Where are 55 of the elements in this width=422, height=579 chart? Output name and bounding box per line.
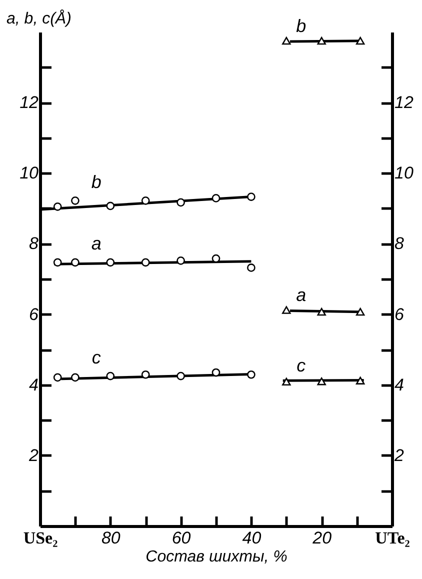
point xyxy=(176,372,185,380)
point xyxy=(176,198,185,207)
x-tick-label: 80 xyxy=(101,528,121,548)
point xyxy=(71,373,80,382)
y-tick-label: 4 xyxy=(29,375,38,394)
point xyxy=(53,202,62,211)
series-label: c xyxy=(92,348,101,368)
y2-tick-label: 4 xyxy=(394,375,404,394)
point xyxy=(71,258,80,267)
point xyxy=(212,368,220,377)
x-tick-label: 40 xyxy=(242,528,262,548)
y-tick-label: 2 xyxy=(28,446,40,465)
point xyxy=(141,196,150,205)
point xyxy=(106,202,115,210)
point xyxy=(356,376,365,384)
point xyxy=(282,378,291,386)
series-label: b xyxy=(91,172,102,192)
y-tick-label: 8 xyxy=(29,234,40,254)
point xyxy=(317,36,326,45)
y-axis-title: a, b, c(Å) xyxy=(6,10,72,28)
y-tick-label: 6 xyxy=(29,304,40,324)
point xyxy=(356,36,365,45)
y-tick-label: 12 xyxy=(20,93,40,112)
point xyxy=(71,196,80,205)
point xyxy=(317,308,326,316)
x-tick-label: UTe₂ xyxy=(375,528,410,548)
series-label: a xyxy=(91,234,102,254)
point xyxy=(282,306,291,314)
point xyxy=(106,258,115,267)
y2-tick-label: 2 xyxy=(394,446,404,465)
point xyxy=(176,256,185,265)
point xyxy=(53,258,62,267)
y2-tick-label: 6 xyxy=(394,304,404,324)
point xyxy=(106,372,115,380)
x-tick-label: 60 xyxy=(172,528,192,548)
point xyxy=(282,36,291,45)
point xyxy=(317,377,326,386)
point xyxy=(141,258,150,267)
y2-tick-label: 12 xyxy=(394,93,414,112)
series-label: a xyxy=(296,285,306,306)
x-tick-label: USe₂ xyxy=(23,528,58,548)
point xyxy=(247,192,256,201)
x-tick-label: 20 xyxy=(312,528,332,548)
point xyxy=(141,370,150,379)
point xyxy=(53,373,62,382)
series-label: b xyxy=(296,16,306,36)
y2-tick-label: 10 xyxy=(394,164,414,183)
point xyxy=(247,264,256,272)
y-tick-label: 10 xyxy=(20,164,40,183)
y2-tick-label: 8 xyxy=(394,234,404,254)
point xyxy=(212,194,220,202)
point xyxy=(356,308,365,316)
series-label: c xyxy=(296,356,306,376)
point xyxy=(247,370,256,379)
x-axis-title: Состав шихты, % xyxy=(146,548,288,566)
